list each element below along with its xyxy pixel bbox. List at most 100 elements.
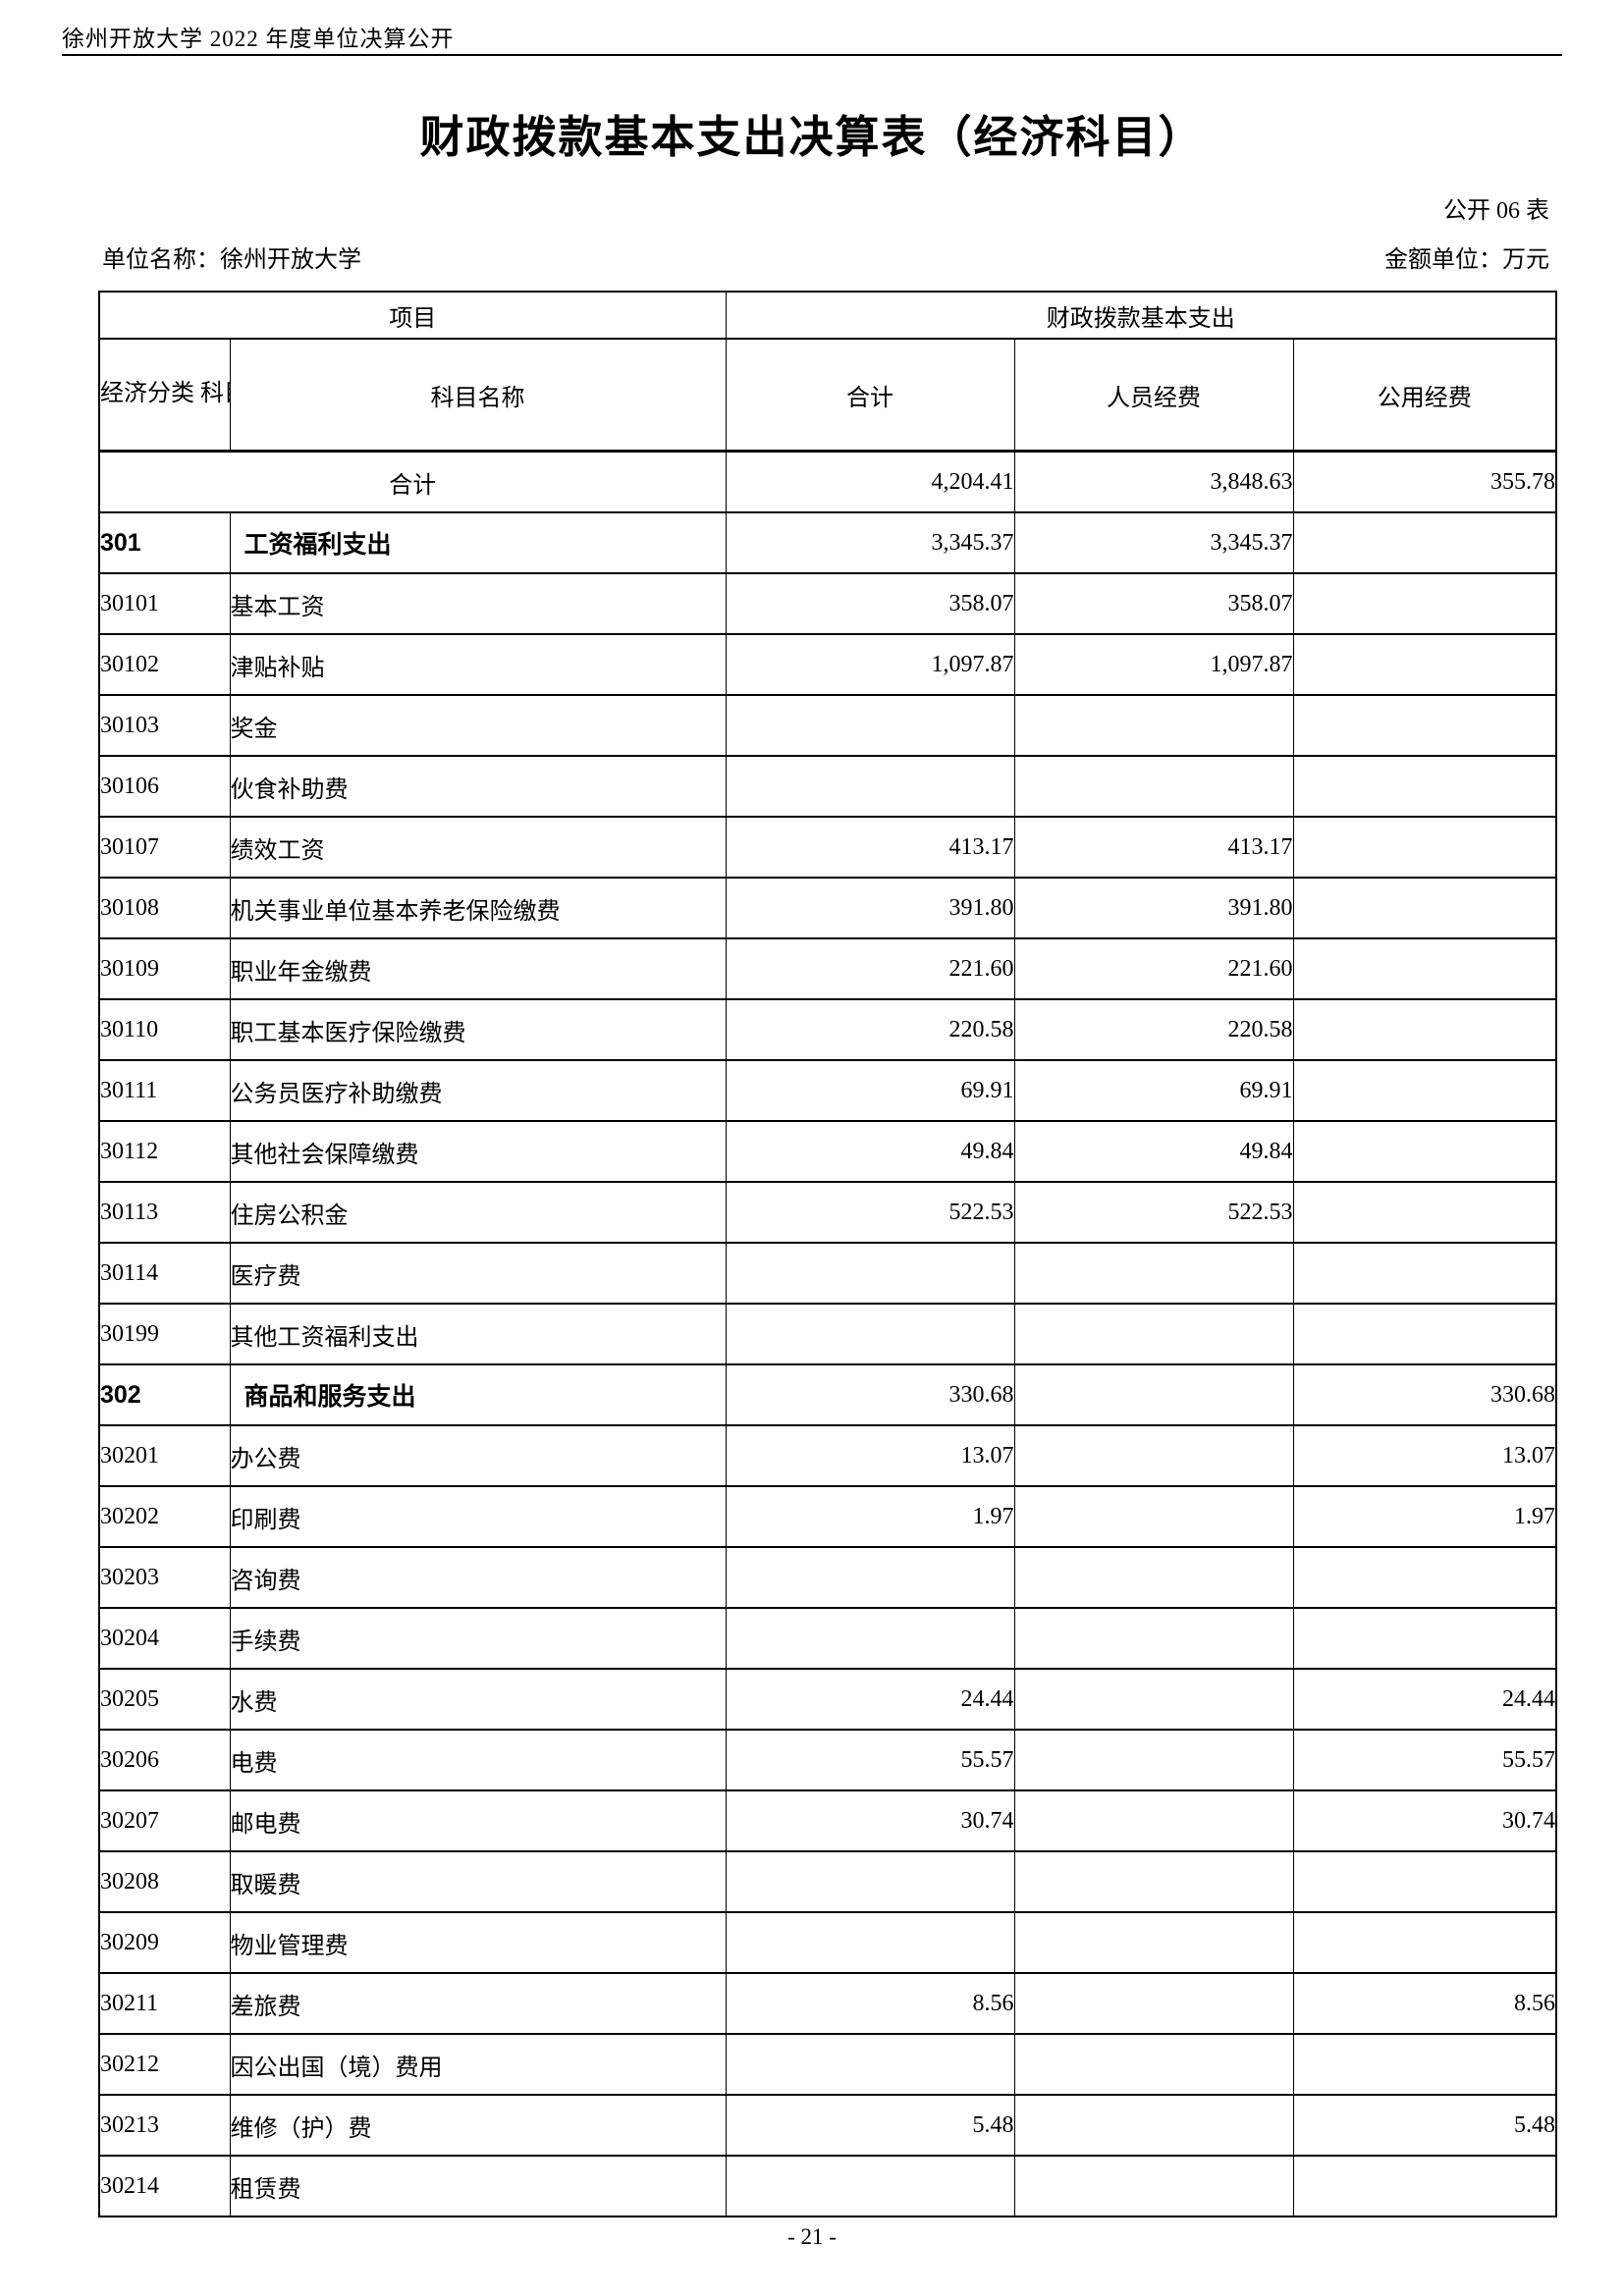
cell-public — [1292, 1242, 1557, 1305]
table-row: 30110 职工基本医疗保险缴费 220.58 220.58 — [98, 998, 1557, 1061]
cell-name: 维修（护）费 — [229, 2094, 727, 2157]
cell-code: 30107 — [98, 816, 231, 879]
cell-code: 30111 — [98, 1059, 231, 1122]
cell-name: 因公出国（境）费用 — [229, 2033, 727, 2096]
cell-name: 津贴补贴 — [229, 633, 727, 696]
cell-personnel — [1013, 1911, 1294, 1974]
cell-total: 1.97 — [725, 1485, 1015, 1548]
cell-name: 印刷费 — [229, 1485, 727, 1548]
page-number: - 21 - — [787, 2224, 837, 2249]
cell-name: 租赁费 — [229, 2155, 727, 2217]
cell-total: 13.07 — [725, 1424, 1015, 1487]
cell-name: 手续费 — [229, 1607, 727, 1670]
cell-total — [725, 2155, 1015, 2217]
cell-name: 基本工资 — [229, 572, 727, 635]
cell-code: 30202 — [98, 1485, 231, 1548]
cell-personnel — [1013, 694, 1294, 757]
cell-personnel — [1013, 1424, 1294, 1487]
cell-public — [1292, 2155, 1557, 2217]
cell-code: 30102 — [98, 633, 231, 696]
cell-public: 24.44 — [1292, 1668, 1557, 1731]
cell-name: 电费 — [229, 1729, 727, 1791]
table-row: 30103 奖金 — [98, 694, 1557, 757]
cell-personnel — [1013, 2094, 1294, 2157]
cell-personnel — [1013, 2155, 1294, 2217]
cell-total: 358.07 — [725, 572, 1015, 635]
cell-public: 330.68 — [1292, 1363, 1557, 1426]
cell-name: 差旅费 — [229, 1972, 727, 2035]
cell-code: 30114 — [98, 1242, 231, 1305]
cell-personnel — [1013, 1546, 1294, 1609]
cell-code: 30109 — [98, 937, 231, 1000]
cell-code: 30201 — [98, 1424, 231, 1487]
table-row: 30114 医疗费 — [98, 1242, 1557, 1305]
document-header: 徐州开放大学 2022 年度单位决算公开 — [62, 27, 455, 51]
cell-personnel: 391.80 — [1013, 877, 1294, 939]
cell-name: 住房公积金 — [229, 1181, 727, 1244]
cell-personnel: 220.58 — [1013, 998, 1294, 1061]
cell-code: 30103 — [98, 694, 231, 757]
cell-public: 30.74 — [1292, 1789, 1557, 1852]
cell-name: 绩效工资 — [229, 816, 727, 879]
cell-public — [1292, 572, 1557, 635]
cell-personnel — [1013, 1850, 1294, 1913]
cell-public — [1292, 633, 1557, 696]
cell-name: 医疗费 — [229, 1242, 727, 1305]
cell-total — [725, 1850, 1015, 1913]
cell-name: 水费 — [229, 1668, 727, 1731]
table-row: 302 商品和服务支出 330.68 330.68 — [98, 1363, 1557, 1426]
cell-personnel: 221.60 — [1013, 937, 1294, 1000]
table-header-row-2: 经济分类 科目编码 科目名称 合计 人员经费 公用经费 — [98, 338, 1557, 453]
cell-name: 商品和服务支出 — [229, 1363, 727, 1426]
cell-code: 30113 — [98, 1181, 231, 1244]
fiscal-expenditure-table: 项目 财政拨款基本支出 经济分类 科目编码 科目名称 合计 人员经费 公用经费 … — [98, 291, 1557, 2217]
amount-unit-label: 金额单位：万元 — [1384, 247, 1549, 273]
cell-name: 取暖费 — [229, 1850, 727, 1913]
cell-code: 301 — [98, 511, 231, 574]
cell-total: 391.80 — [725, 877, 1015, 939]
table-row: 30102 津贴补贴 1,097.87 1,097.87 — [98, 633, 1557, 696]
cell-code: 30206 — [98, 1729, 231, 1791]
cell-code: 30108 — [98, 877, 231, 939]
cell-public — [1292, 2033, 1557, 2096]
table-row: 30109 职业年金缴费 221.60 221.60 — [98, 937, 1557, 1000]
table-row: 30211 差旅费 8.56 8.56 — [98, 1972, 1557, 2035]
cell-total: 330.68 — [725, 1363, 1015, 1426]
cell-total: 49.84 — [725, 1120, 1015, 1183]
cell-personnel: 3,848.63 — [1013, 450, 1294, 513]
table-row-grand-total: 合计 4,204.41 3,848.63 355.78 — [98, 450, 1557, 513]
cell-code: 30106 — [98, 755, 231, 818]
table-row: 30203 咨询费 — [98, 1546, 1557, 1609]
cell-name: 办公费 — [229, 1424, 727, 1487]
table-row: 30101 基本工资 358.07 358.07 — [98, 572, 1557, 635]
table-row: 30112 其他社会保障缴费 49.84 49.84 — [98, 1120, 1557, 1183]
cell-total: 30.74 — [725, 1789, 1015, 1852]
cell-name: 合计 — [98, 450, 727, 513]
cell-code: 30211 — [98, 1972, 231, 2035]
cell-public — [1292, 998, 1557, 1061]
cell-name: 邮电费 — [229, 1789, 727, 1852]
table-row: 30207 邮电费 30.74 30.74 — [98, 1789, 1557, 1852]
cell-public — [1292, 877, 1557, 939]
cell-personnel — [1013, 755, 1294, 818]
cell-personnel — [1013, 1303, 1294, 1365]
cell-public — [1292, 1303, 1557, 1365]
cell-code: 30205 — [98, 1668, 231, 1731]
cell-total: 3,345.37 — [725, 511, 1015, 574]
public-table-number: 公开 06 表 — [1443, 198, 1549, 224]
table-row: 30201 办公费 13.07 13.07 — [98, 1424, 1557, 1487]
cell-total: 55.57 — [725, 1729, 1015, 1791]
cell-public: 355.78 — [1292, 450, 1557, 513]
header-public-funds: 公用经费 — [1292, 338, 1557, 453]
cell-personnel: 3,345.37 — [1013, 511, 1294, 574]
cell-code: 30212 — [98, 2033, 231, 2096]
cell-total — [725, 1546, 1015, 1609]
cell-public — [1292, 1120, 1557, 1183]
table-row: 30113 住房公积金 522.53 522.53 — [98, 1181, 1557, 1244]
cell-personnel: 522.53 — [1013, 1181, 1294, 1244]
cell-personnel — [1013, 1789, 1294, 1852]
cell-public — [1292, 694, 1557, 757]
cell-public — [1292, 937, 1557, 1000]
cell-public: 5.48 — [1292, 2094, 1557, 2157]
